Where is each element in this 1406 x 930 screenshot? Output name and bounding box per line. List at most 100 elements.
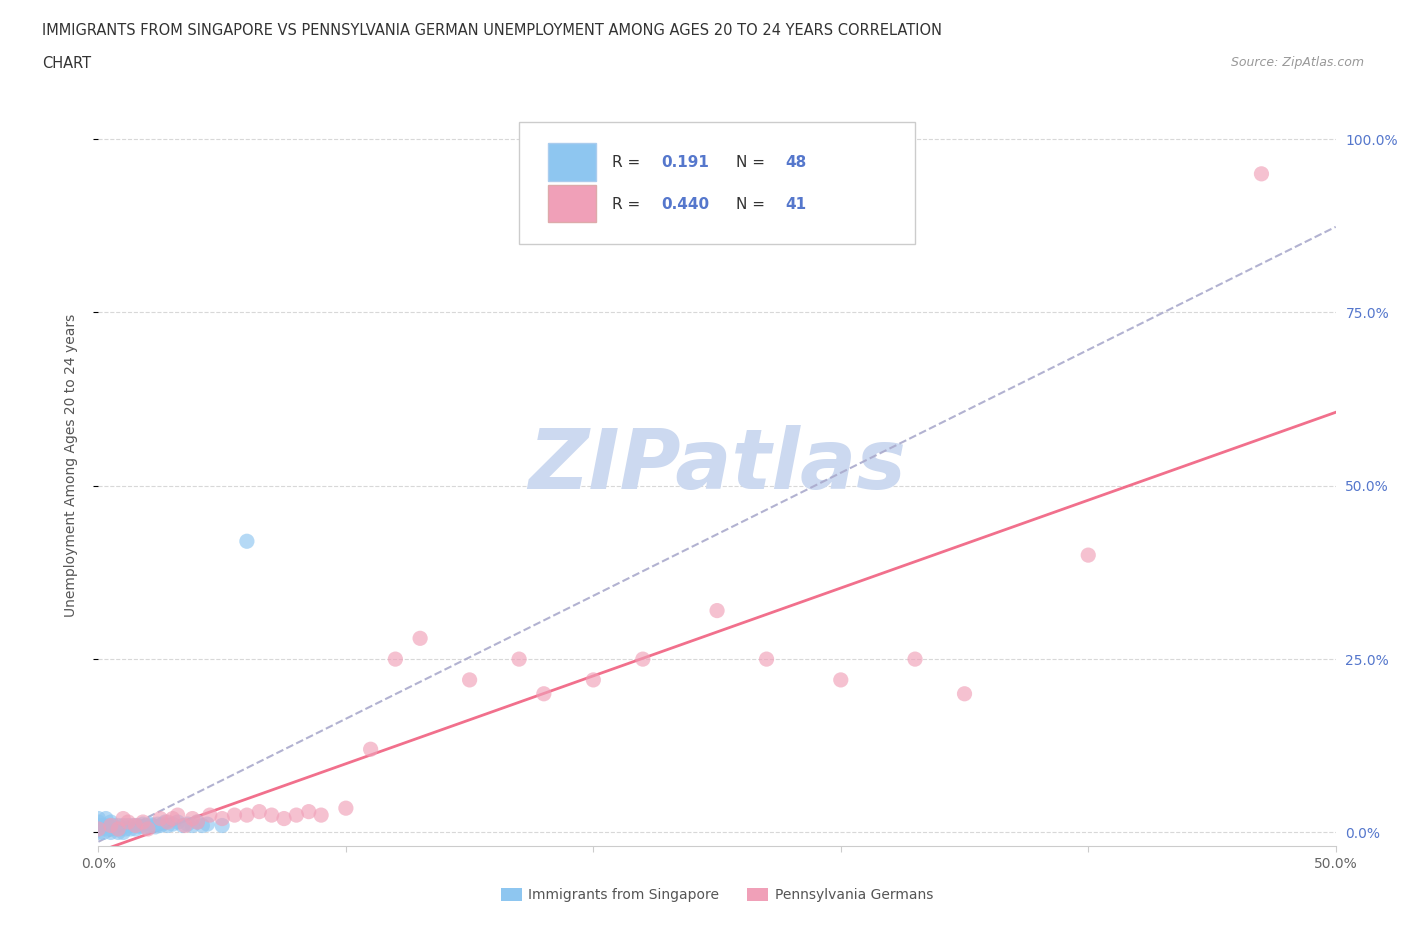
Point [104, 821, 127, 836]
Point [129, 819, 152, 834]
Point [100, 815, 122, 830]
Point [87, 818, 110, 833]
FancyBboxPatch shape [519, 122, 915, 244]
Y-axis label: Unemployment Among Ages 20 to 24 years: Unemployment Among Ages 20 to 24 years [63, 313, 77, 617]
Point [87, 821, 110, 836]
Point [631, 652, 654, 667]
Point [458, 672, 481, 687]
Point [186, 815, 208, 830]
Text: ZIPatlas: ZIPatlas [529, 424, 905, 506]
Point [166, 807, 188, 822]
Point [156, 818, 179, 833]
Point [100, 825, 122, 840]
Point [706, 604, 728, 618]
Point [195, 817, 218, 831]
Point [174, 818, 197, 833]
Point [166, 815, 188, 830]
Text: CHART: CHART [42, 56, 91, 71]
Point [87, 821, 110, 836]
Point [156, 815, 179, 830]
Point [142, 818, 165, 833]
Text: IMMIGRANTS FROM SINGAPORE VS PENNSYLVANIA GERMAN UNEMPLOYMENT AMONG AGES 20 TO 2: IMMIGRANTS FROM SINGAPORE VS PENNSYLVANI… [42, 23, 942, 38]
Point [191, 818, 214, 833]
Point [93, 818, 115, 833]
Legend: Immigrants from Singapore, Pennsylvania Germans: Immigrants from Singapore, Pennsylvania … [495, 883, 939, 908]
Point [211, 818, 233, 833]
Point [1077, 548, 1099, 563]
Point [146, 817, 169, 831]
Point [127, 818, 149, 833]
Point [224, 807, 246, 822]
Point [107, 821, 129, 836]
Point [112, 818, 135, 833]
FancyBboxPatch shape [547, 143, 596, 180]
Point [110, 821, 132, 836]
Point [181, 818, 204, 833]
Point [124, 821, 146, 836]
Text: N =: N = [735, 154, 769, 170]
Text: 41: 41 [785, 196, 806, 212]
Point [582, 672, 605, 687]
Point [198, 807, 221, 822]
Point [260, 807, 283, 822]
Point [97, 818, 120, 833]
Point [360, 742, 382, 757]
Point [122, 818, 145, 833]
Point [1250, 166, 1272, 181]
Point [87, 811, 110, 826]
Point [107, 825, 129, 840]
Point [211, 811, 233, 826]
Point [134, 819, 156, 834]
Point [273, 811, 295, 826]
Text: 48: 48 [785, 154, 807, 170]
Point [107, 818, 129, 833]
Point [830, 672, 852, 687]
Point [149, 811, 172, 826]
Point [162, 817, 184, 831]
Text: R =: R = [612, 154, 645, 170]
Point [143, 819, 166, 834]
Point [100, 821, 122, 836]
Point [149, 818, 172, 833]
Point [94, 811, 117, 826]
Point [87, 825, 110, 840]
Point [508, 652, 530, 667]
Point [93, 825, 115, 840]
Point [100, 818, 122, 833]
Point [172, 818, 194, 833]
Point [904, 652, 927, 667]
Point [309, 807, 332, 822]
Point [120, 821, 142, 836]
Text: 0.191: 0.191 [661, 154, 709, 170]
Point [114, 821, 136, 836]
Point [132, 815, 155, 830]
Point [755, 652, 778, 667]
Point [124, 818, 146, 833]
Text: Source: ZipAtlas.com: Source: ZipAtlas.com [1230, 56, 1364, 69]
Point [533, 686, 555, 701]
Point [181, 811, 204, 826]
Point [298, 804, 321, 819]
Text: 0.440: 0.440 [661, 196, 710, 212]
Point [136, 818, 159, 833]
Point [117, 818, 139, 833]
Point [236, 807, 259, 822]
Point [132, 817, 155, 831]
Point [136, 821, 159, 836]
Point [94, 821, 117, 836]
Point [409, 631, 432, 645]
Point [384, 652, 406, 667]
Point [247, 804, 270, 819]
Point [87, 815, 110, 830]
Point [155, 815, 177, 830]
Point [162, 811, 184, 826]
Text: N =: N = [735, 196, 769, 212]
Point [953, 686, 976, 701]
Point [335, 801, 357, 816]
Point [186, 815, 208, 830]
Point [103, 818, 125, 833]
Point [152, 817, 174, 831]
FancyBboxPatch shape [547, 185, 596, 222]
Point [112, 811, 135, 826]
Text: R =: R = [612, 196, 645, 212]
